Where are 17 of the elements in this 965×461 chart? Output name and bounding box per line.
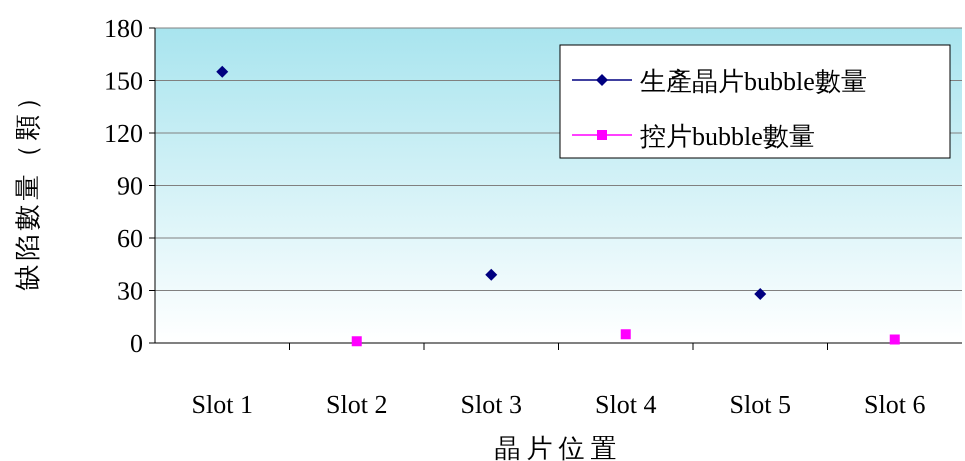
y-tick-label: 180 <box>104 14 143 43</box>
y-tick-label: 30 <box>117 276 143 306</box>
legend-label: 生產晶片bubble數量 <box>640 67 867 96</box>
x-tick-label: Slot 2 <box>326 390 388 419</box>
x-axis-title: 晶片位置 <box>494 434 622 461</box>
y-tick-label: 150 <box>104 66 143 96</box>
y-tick-label: 120 <box>104 119 143 148</box>
x-tick-label: Slot 4 <box>595 390 656 419</box>
x-tick-label: Slot 1 <box>192 390 253 419</box>
y-tick-label: 90 <box>117 172 143 200</box>
legend-label: 控片bubble數量 <box>640 122 815 151</box>
x-tick-label: Slot 6 <box>864 390 926 419</box>
y-tick-label: 0 <box>130 329 143 358</box>
y-axis-title: 缺陷數量（顆） <box>13 80 42 290</box>
x-tick-label: Slot 3 <box>460 390 522 419</box>
x-tick-label: Slot 5 <box>730 390 791 419</box>
y-tick-label: 60 <box>117 224 143 253</box>
